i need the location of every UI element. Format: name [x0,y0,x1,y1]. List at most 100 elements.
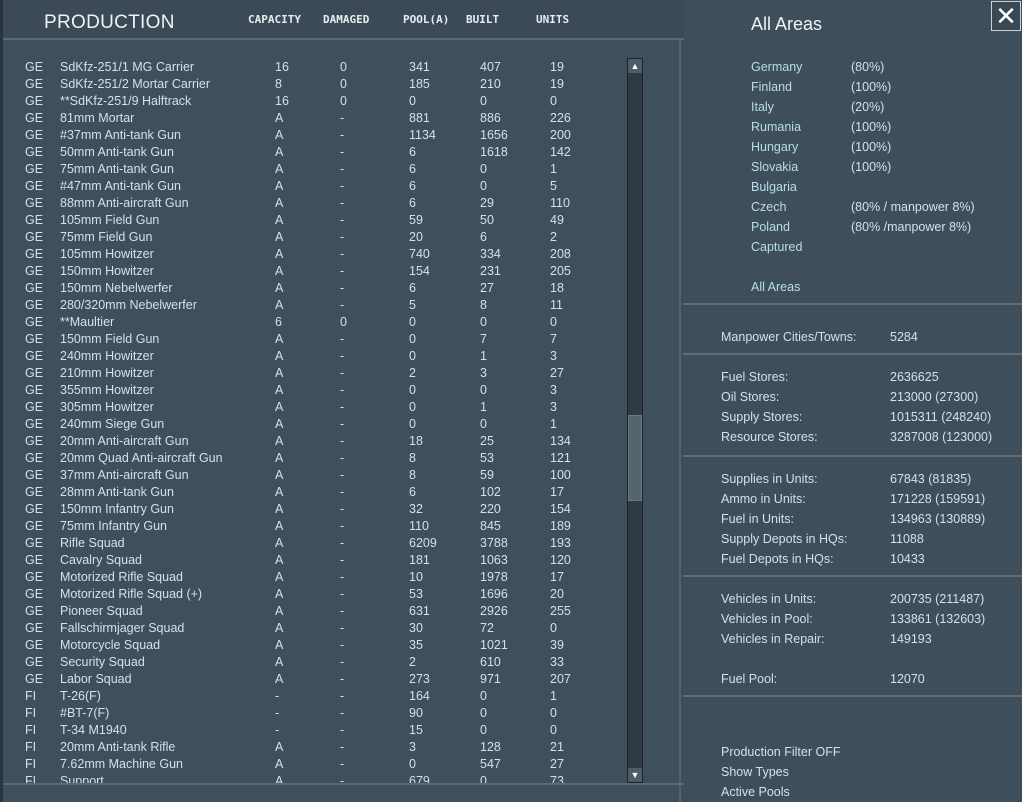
table-row[interactable]: GE 75mm Field Gun A - 20 6 2 [3,229,623,246]
table-row[interactable]: GE 150mm Nebelwerfer A - 6 27 18 [3,280,623,297]
item-name-cell: 20mm Quad Anti-aircraft Gun [60,451,223,465]
item-name-cell: 210mm Howitzer [60,366,154,380]
table-row[interactable]: FI T-26(F) - - 164 0 1 [3,688,623,705]
capacity-cell: A [275,298,284,312]
production-filter-toggle[interactable]: Production Filter OFF [721,745,841,759]
table-row[interactable]: GE **Maultier 6 0 0 0 0 [3,314,623,331]
item-name-cell: Motorized Rifle Squad [60,570,183,584]
table-row[interactable]: GE 20mm Anti-aircraft Gun A - 18 25 134 [3,433,623,450]
stat-value: 10433 [890,552,925,566]
table-row[interactable]: GE 150mm Field Gun A - 0 7 7 [3,331,623,348]
units-cell: 20 [550,587,564,601]
area-item[interactable]: Hungary [751,140,799,154]
area-item[interactable]: Slovakia [751,160,799,174]
built-cell: 220 [480,502,501,516]
scroll-up-icon[interactable]: ▲ [628,59,642,73]
area-item[interactable]: Germany [751,60,803,74]
table-row[interactable]: GE #37mm Anti-tank Gun A - 1134 1656 200 [3,127,623,144]
stat-label: Vehicles in Repair: [721,632,825,646]
table-row[interactable]: FI 7.62mm Machine Gun A - 0 547 27 [3,756,623,773]
area-item[interactable]: Captured [751,240,803,254]
table-row[interactable]: GE 105mm Field Gun A - 59 50 49 [3,212,623,229]
col-pool[interactable]: POOL(A) [403,13,450,26]
capacity-cell: A [275,111,284,125]
table-row[interactable]: FI #BT-7(F) - - 90 0 0 [3,705,623,722]
area-item[interactable]: Poland [751,220,790,234]
table-row[interactable]: GE 355mm Howitzer A - 0 0 3 [3,382,623,399]
units-cell: 0 [550,723,557,737]
nation-cell: GE [25,349,44,363]
table-row[interactable]: GE #47mm Anti-tank Gun A - 6 0 5 [3,178,623,195]
table-row[interactable]: GE SdKfz-251/2 Mortar Carrier 8 0 185 210 19 [3,76,623,93]
table-row[interactable]: GE Pioneer Squad A - 631 2926 255 [3,603,623,620]
table-row[interactable]: GE 75mm Infantry Gun A - 110 845 189 [3,518,623,535]
stat-label: Oil Stores: [721,390,780,404]
units-cell: 3 [550,383,557,397]
damaged-cell: - [340,655,345,669]
col-damaged[interactable]: DAMAGED [323,13,370,26]
table-row[interactable]: GE 305mm Howitzer A - 0 1 3 [3,399,623,416]
built-cell: 231 [480,264,501,278]
table-row[interactable]: GE Rifle Squad A - 6209 3788 193 [3,535,623,552]
table-row[interactable]: GE 280/320mm Nebelwerfer A - 5 8 11 [3,297,623,314]
table-row[interactable]: GE 210mm Howitzer A - 2 3 27 [3,365,623,382]
built-cell: 72 [480,621,494,635]
table-row[interactable]: GE 240mm Siege Gun A - 0 0 1 [3,416,623,433]
table-row[interactable]: GE Labor Squad A - 273 971 207 [3,671,623,688]
table-row[interactable]: GE Cavalry Squad A - 181 1063 120 [3,552,623,569]
table-row[interactable]: GE Security Squad A - 2 610 33 [3,654,623,671]
table-row[interactable]: GE 81mm Mortar A - 881 886 226 [3,110,623,127]
table-row[interactable]: GE Motorcycle Squad A - 35 1021 39 [3,637,623,654]
pool-cell: 185 [409,77,430,91]
item-name-cell: Pioneer Squad [60,604,143,618]
item-name-cell: 150mm Howitzer [60,264,154,278]
item-name-cell: **SdKfz-251/9 Halftrack [60,94,192,108]
table-row[interactable]: FI 20mm Anti-tank Rifle A - 3 128 21 [3,739,623,756]
table-row[interactable]: GE **SdKfz-251/9 Halftrack 16 0 0 0 0 [3,93,623,110]
show-types-toggle[interactable]: Show Types [721,765,789,779]
col-capacity[interactable]: CAPACITY [248,13,301,26]
stat-label: Fuel Depots in HQs: [721,552,834,566]
area-percent: (100%) [851,120,892,134]
area-item[interactable]: Rumania [751,120,802,134]
scrollbar[interactable]: ▲ ▼ [627,58,643,783]
built-cell: 0 [480,315,487,329]
table-row[interactable]: GE Motorized Rifle Squad A - 10 1978 17 [3,569,623,586]
table-row[interactable]: GE 150mm Infantry Gun A - 32 220 154 [3,501,623,518]
table-row[interactable]: FI Support A - 679 0 73 [3,773,623,783]
nation-cell: GE [25,553,44,567]
area-item[interactable]: Czech [751,200,787,214]
active-pools-toggle[interactable]: Active Pools [721,785,790,799]
table-row[interactable]: GE 50mm Anti-tank Gun A - 6 1618 142 [3,144,623,161]
table-row[interactable]: GE 240mm Howitzer A - 0 1 3 [3,348,623,365]
damaged-cell: - [340,298,345,312]
table-row[interactable]: GE SdKfz-251/1 MG Carrier 16 0 341 407 19 [3,59,623,76]
item-name-cell: 105mm Field Gun [60,213,160,227]
scroll-thumb[interactable] [628,415,642,501]
col-built[interactable]: BUILT [466,13,500,26]
scroll-down-icon[interactable]: ▼ [628,768,642,782]
table-row[interactable]: GE 150mm Howitzer A - 154 231 205 [3,263,623,280]
table-row[interactable]: GE 88mm Anti-aircraft Gun A - 6 29 110 [3,195,623,212]
table-row[interactable]: GE Motorized Rifle Squad (+) A - 53 1696 20 [3,586,623,603]
nation-cell: GE [25,264,44,278]
table-row[interactable]: GE 20mm Quad Anti-aircraft Gun A - 8 53 121 [3,450,623,467]
close-icon[interactable]: ✕ [991,1,1021,31]
table-row[interactable]: GE 37mm Anti-aircraft Gun A - 8 59 100 [3,467,623,484]
pool-cell: 2 [409,655,416,669]
built-cell: 2926 [480,604,508,618]
area-item[interactable]: Bulgaria [751,180,797,194]
table-row[interactable]: GE 105mm Howitzer A - 740 334 208 [3,246,623,263]
stat-label: Supply Stores: [721,410,803,424]
area-item[interactable]: Finland [751,80,792,94]
col-units[interactable]: UNITS [536,13,570,26]
table-row[interactable]: GE Fallschirmjager Squad A - 30 72 0 [3,620,623,637]
nation-cell: GE [25,128,44,142]
area-item[interactable]: Italy [751,100,774,114]
all-areas-link[interactable]: All Areas [751,280,801,294]
built-cell: 6 [480,230,487,244]
table-row[interactable]: FI T-34 M1940 - - 15 0 0 [3,722,623,739]
table-row[interactable]: GE 28mm Anti-tank Gun A - 6 102 17 [3,484,623,501]
stat-label: Fuel in Units: [721,512,794,526]
table-row[interactable]: GE 75mm Anti-tank Gun A - 6 0 1 [3,161,623,178]
